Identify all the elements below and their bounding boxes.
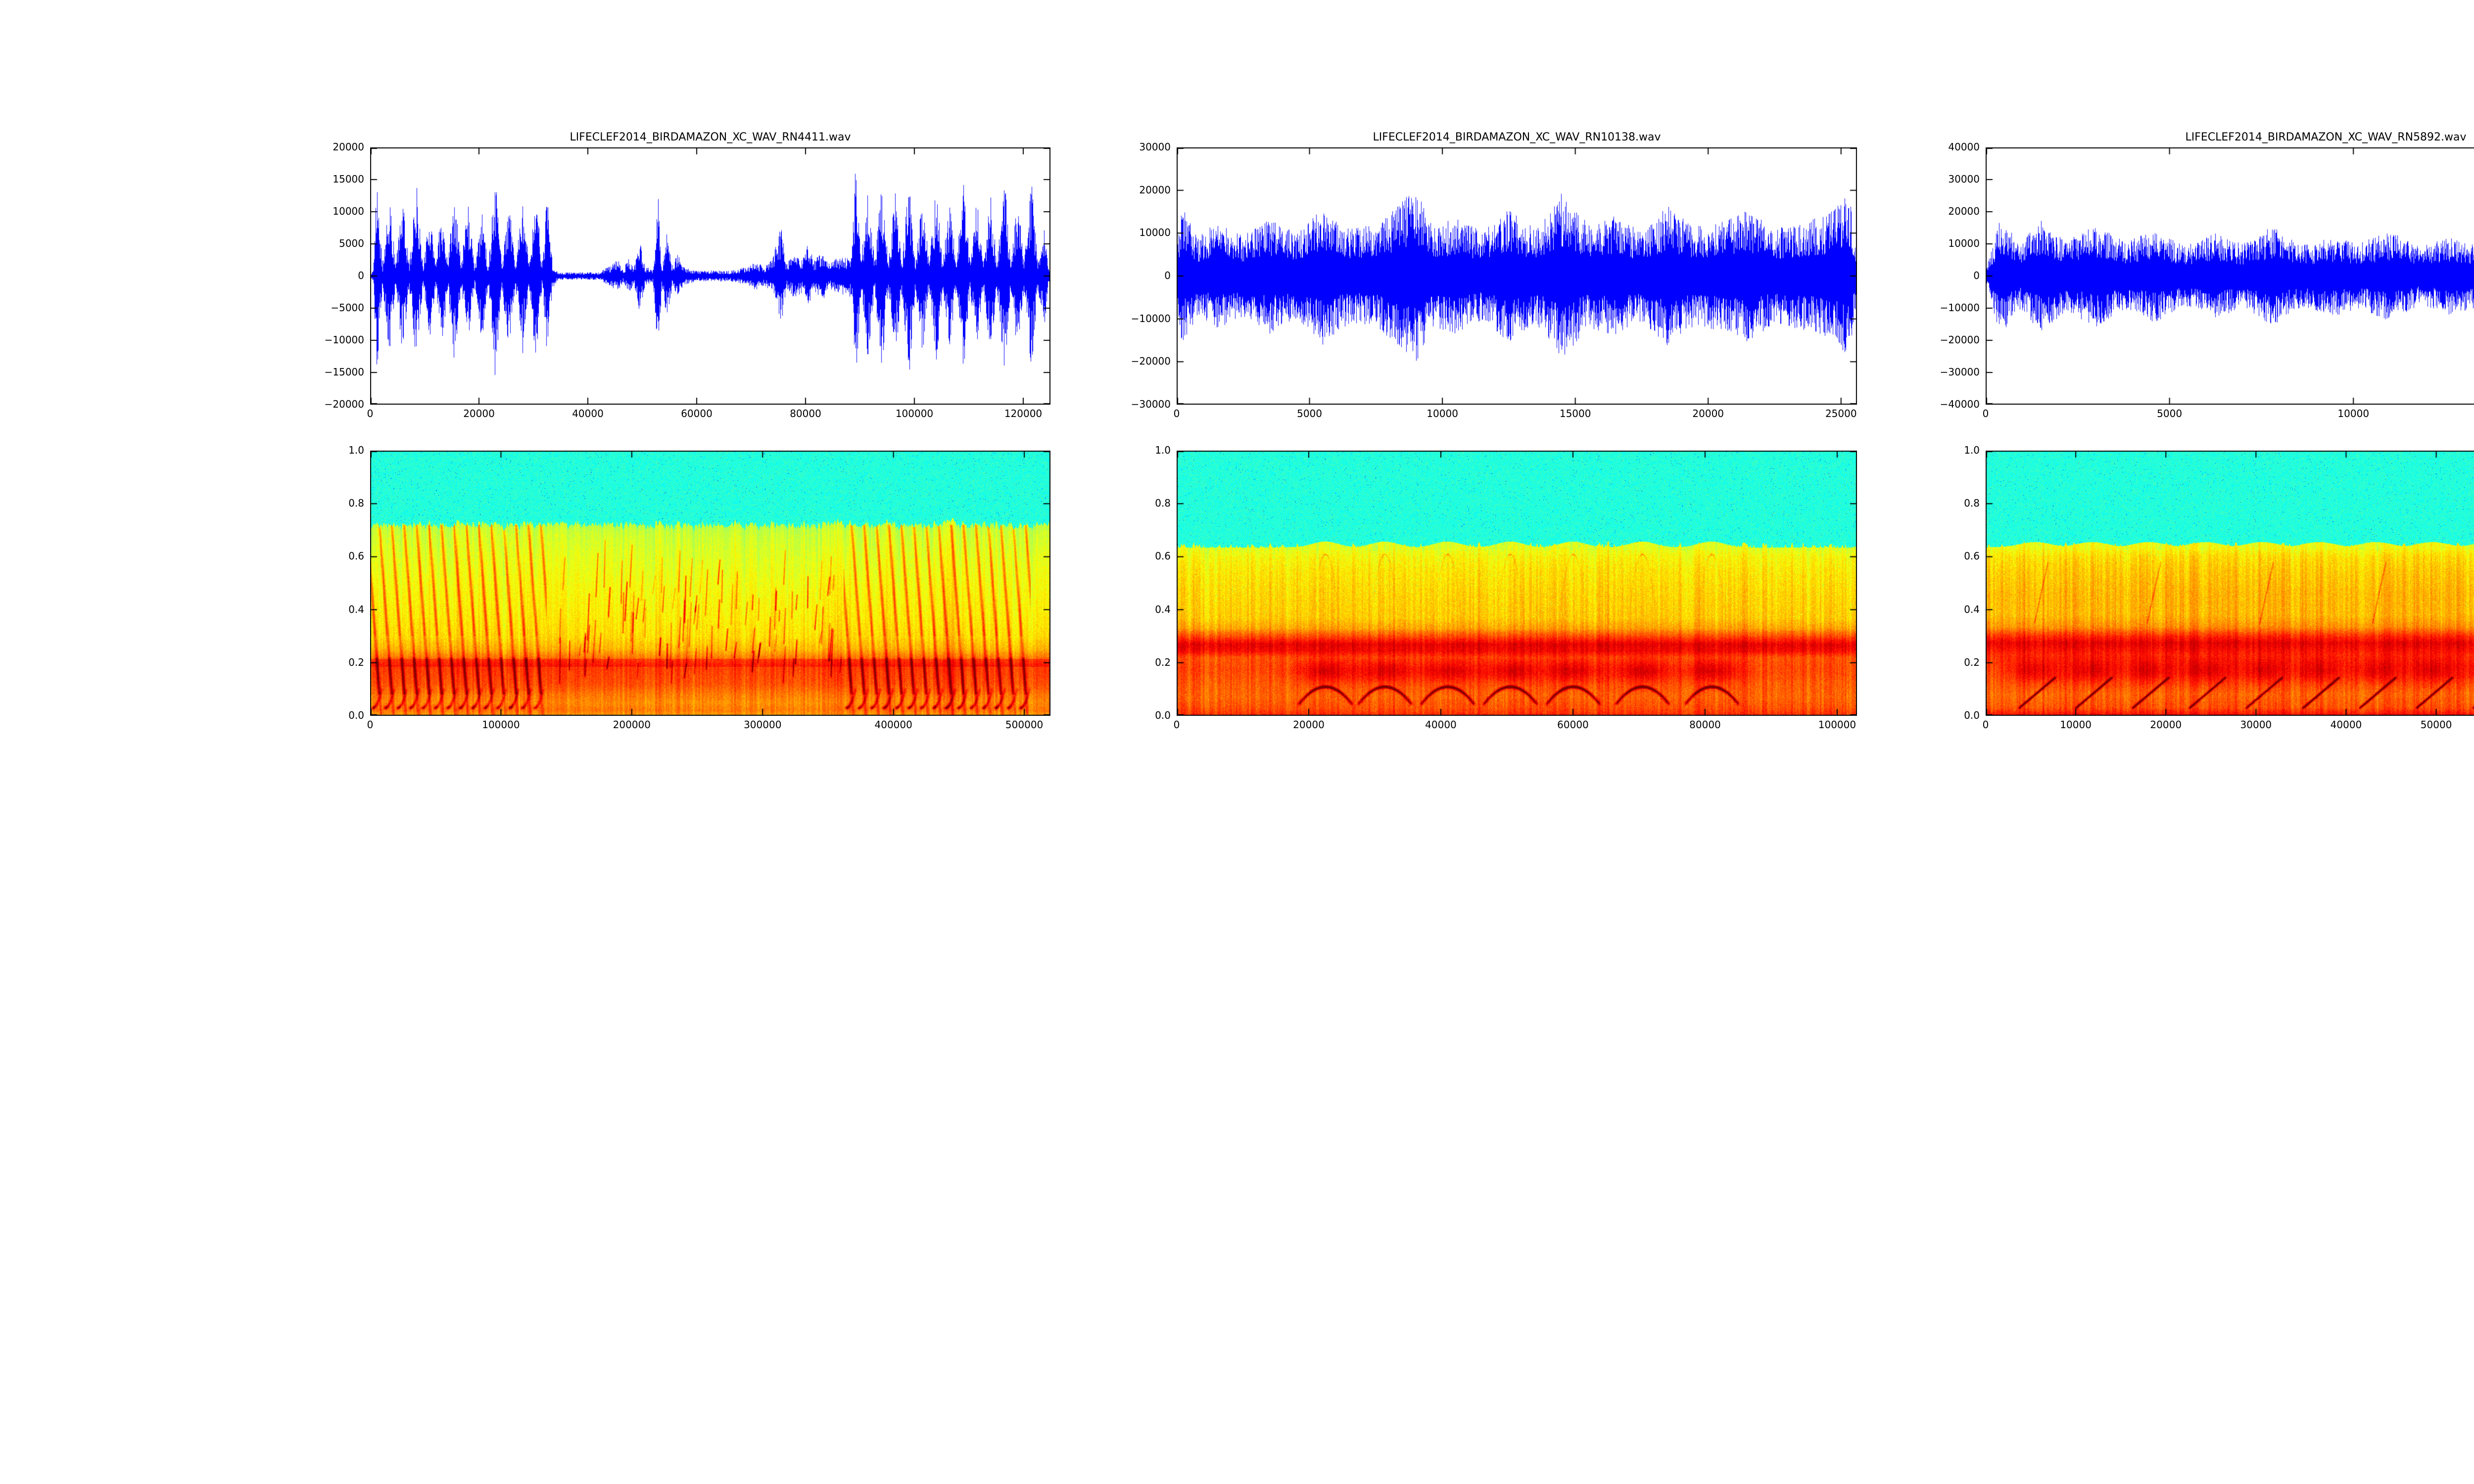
- y-tick-label: 15000: [333, 173, 364, 185]
- x-tick-label: 500000: [1005, 719, 1044, 731]
- x-tick-label: 120000: [1004, 408, 1043, 419]
- subplot-waveform-rn4411: LIFECLEF2014_BIRDAMAZON_XC_WAV_RN4411.wa…: [325, 131, 1050, 419]
- x-tick-label: 0: [367, 408, 374, 419]
- x-tick-label: 300000: [744, 719, 782, 731]
- y-tick-label: 0.6: [1964, 550, 1980, 562]
- y-tick-label: 0.8: [1964, 497, 1980, 510]
- subplot-waveform-rn10138: LIFECLEF2014_BIRDAMAZON_XC_WAV_RN10138.w…: [1131, 131, 1857, 419]
- y-tick-label: 0.8: [1155, 497, 1171, 510]
- x-tick-label: 0: [1173, 408, 1180, 419]
- x-tick-label: 10000: [2337, 408, 2370, 419]
- x-tick-label: 60000: [681, 408, 713, 419]
- x-tick-label: 30000: [2240, 719, 2272, 731]
- x-tick-label: 100000: [1818, 719, 1856, 731]
- y-tick-label: −20000: [324, 398, 364, 410]
- y-tick-label: −30000: [1131, 398, 1171, 410]
- subplot-waveform-rn5892: LIFECLEF2014_BIRDAMAZON_XC_WAV_RN5892.wa…: [1940, 131, 2474, 419]
- y-tick-label: 0.2: [1155, 656, 1171, 668]
- y-tick-label: 20000: [1948, 205, 1980, 217]
- y-tick-label: 30000: [1948, 173, 1980, 185]
- waveform-canvas-rn10138: [1177, 147, 1857, 405]
- y-tick-label: −40000: [1940, 398, 1980, 410]
- y-tick-label: −10000: [324, 334, 364, 346]
- x-tick-label: 40000: [572, 408, 604, 419]
- y-tick-label: 10000: [1139, 227, 1171, 239]
- x-tick-label: 10000: [2060, 719, 2092, 731]
- y-tick-label: −15000: [324, 366, 364, 378]
- x-tick-label: 0: [1173, 719, 1180, 731]
- spectrogram-canvas-rn5892: [1986, 451, 2474, 716]
- y-tick-label: 0: [1164, 270, 1171, 281]
- x-tick-label: 20000: [1293, 719, 1325, 731]
- x-tick-label: 5000: [2157, 408, 2183, 419]
- y-tick-label: 1.0: [1964, 444, 1980, 456]
- y-tick-label: 1.0: [1155, 444, 1171, 456]
- x-tick-label: 80000: [1689, 719, 1721, 731]
- plot-title: LIFECLEF2014_BIRDAMAZON_XC_WAV_RN5892.wa…: [2185, 131, 2467, 143]
- y-tick-label: −30000: [1940, 366, 1980, 378]
- y-tick-label: 0.0: [1155, 709, 1171, 721]
- x-tick-label: 20000: [2150, 719, 2182, 731]
- x-tick-label: 20000: [463, 408, 495, 419]
- plot-title: LIFECLEF2014_BIRDAMAZON_XC_WAV_RN4411.wa…: [570, 131, 851, 143]
- spectrogram-canvas-rn10138: [1177, 451, 1857, 716]
- y-tick-label: 0.4: [1964, 603, 1980, 615]
- x-tick-label: 15000: [1559, 408, 1591, 419]
- y-tick-label: 0: [358, 270, 364, 281]
- plot-title: LIFECLEF2014_BIRDAMAZON_XC_WAV_RN10138.w…: [1373, 131, 1661, 143]
- y-tick-label: 0.4: [1155, 603, 1171, 615]
- x-tick-label: 80000: [790, 408, 821, 419]
- spectrogram-canvas-rn4411: [370, 451, 1050, 716]
- subplot-spectrogram-rn5892: 0100002000030000400005000060000700001.00…: [1964, 444, 2474, 731]
- x-tick-label: 0: [1982, 408, 1989, 419]
- x-tick-label: 40000: [2330, 719, 2362, 731]
- y-tick-label: 0.2: [348, 656, 364, 668]
- subplot-spectrogram-rn4411: 0 100000 200000 300000 400000 500000 1.0 0.8 0.6…: [348, 444, 1050, 731]
- y-tick-label: −20000: [1131, 355, 1171, 368]
- waveform-canvas-rn4411: [370, 147, 1050, 405]
- y-tick-label: 0.8: [348, 497, 364, 510]
- x-tick-label: 0: [1982, 719, 1989, 731]
- x-tick-label: 400000: [874, 719, 912, 731]
- x-tick-label: 200000: [613, 719, 651, 731]
- y-tick-label: −10000: [1940, 302, 1980, 314]
- x-tick-label: 40000: [1425, 719, 1457, 731]
- y-tick-label: 0: [1973, 270, 1980, 281]
- y-tick-label: 1.0: [348, 444, 364, 456]
- y-tick-label: 0.6: [1155, 550, 1171, 562]
- y-tick-label: 0.4: [348, 603, 364, 615]
- subplot-spectrogram-rn10138: 0 20000 40000 60000 80000 100000 1.0 0.8 0.6 0.4 0…: [1155, 444, 1857, 731]
- x-tick-label: 5000: [1297, 408, 1322, 419]
- y-tick-label: 0.0: [1964, 709, 1980, 721]
- x-tick-label: 60000: [1557, 719, 1589, 731]
- y-tick-label: −5000: [331, 302, 364, 314]
- x-tick-label: 50000: [2420, 719, 2452, 731]
- x-tick-label: 10000: [1427, 408, 1458, 419]
- x-tick-label: 0: [367, 719, 374, 731]
- y-tick-label: 10000: [1948, 237, 1980, 249]
- y-tick-label: 10000: [333, 205, 364, 217]
- y-tick-label: −10000: [1131, 312, 1171, 325]
- x-tick-label: 100000: [482, 719, 520, 731]
- y-tick-label: 5000: [339, 237, 364, 249]
- y-tick-label: 0.6: [348, 550, 364, 562]
- x-tick-label: 25000: [1825, 408, 1857, 419]
- x-tick-label: 100000: [895, 408, 934, 419]
- y-tick-label: 20000: [1139, 184, 1171, 196]
- y-tick-label: 0.0: [348, 709, 364, 721]
- y-tick-label: 0.2: [1964, 656, 1980, 668]
- x-tick-label: 20000: [1692, 408, 1724, 419]
- y-tick-label: −20000: [1940, 334, 1980, 346]
- waveform-canvas-rn5892: [1986, 147, 2474, 405]
